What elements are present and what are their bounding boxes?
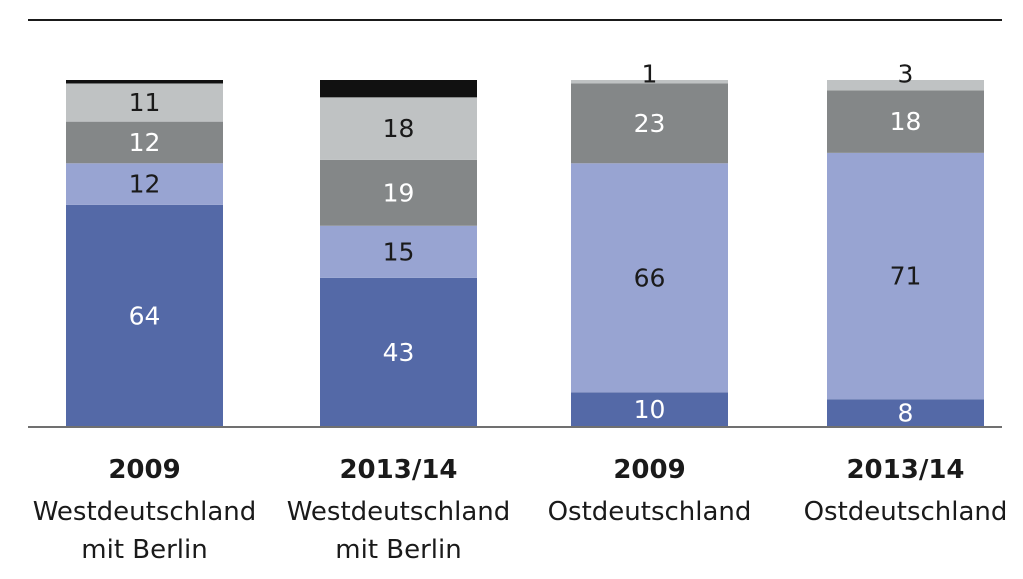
category-year-4: 2013/14: [846, 455, 964, 485]
bar-segment-3-3: [571, 83, 728, 164]
bar-segment-3-4: [571, 80, 728, 84]
bar-segment-2-4: [320, 97, 477, 160]
bar-segment-2-5: [320, 80, 477, 98]
category-region-1-1: Westdeutschland: [33, 497, 257, 527]
category-region-1-2: mit Berlin: [81, 535, 207, 565]
bar-segment-1-4: [66, 83, 223, 122]
value-label-4-4: 3: [898, 60, 914, 89]
value-label-3-4: 1: [642, 60, 658, 89]
bar-segment-4-1: [827, 399, 984, 427]
bar-segment-2-1: [320, 277, 477, 427]
value-label-2-3: 19: [383, 178, 415, 207]
value-label-4-2: 71: [890, 262, 922, 291]
bar-segment-1-2: [66, 163, 223, 205]
value-label-2-4: 18: [383, 114, 415, 143]
category-region-3-1: Ostdeutschland: [548, 497, 752, 527]
bar-segment-1-3: [66, 121, 223, 164]
category-region-2-2: mit Berlin: [335, 535, 461, 565]
bar-segment-3-1: [571, 392, 728, 427]
category-year-2: 2013/14: [339, 455, 457, 485]
value-label-3-1: 10: [634, 395, 666, 424]
category-labels-layer: 2009 Westdeutschland mit Berlin 2013/14 West…: [33, 455, 1008, 565]
category-region-2-1: Westdeutschland: [287, 497, 511, 527]
bar-segment-1-5: [66, 80, 223, 84]
value-label-1-3: 12: [129, 128, 161, 157]
value-label-1-1: 64: [129, 301, 161, 330]
bar-segment-2-2: [320, 225, 477, 278]
value-label-3-3: 23: [634, 109, 666, 138]
bar-segment-4-3: [827, 90, 984, 153]
bar-segment-2-3: [320, 159, 477, 226]
bar-segment-3-2: [571, 163, 728, 393]
value-label-4-3: 18: [890, 107, 922, 136]
value-label-1-4: 11: [129, 88, 161, 117]
value-label-4-1: 8: [898, 399, 914, 428]
value-label-3-2: 66: [634, 263, 666, 292]
bar-segment-1-1: [66, 204, 223, 427]
category-year-1: 2009: [108, 455, 180, 485]
value-label-1-2: 12: [129, 170, 161, 199]
value-label-2-2: 15: [383, 237, 415, 266]
bar-segment-4-2: [827, 152, 984, 400]
category-region-4-1: Ostdeutschland: [804, 497, 1008, 527]
bar-segment-4-4: [827, 80, 984, 91]
category-year-3: 2009: [613, 455, 685, 485]
bars-layer: [66, 80, 984, 427]
value-label-2-1: 43: [383, 338, 415, 367]
